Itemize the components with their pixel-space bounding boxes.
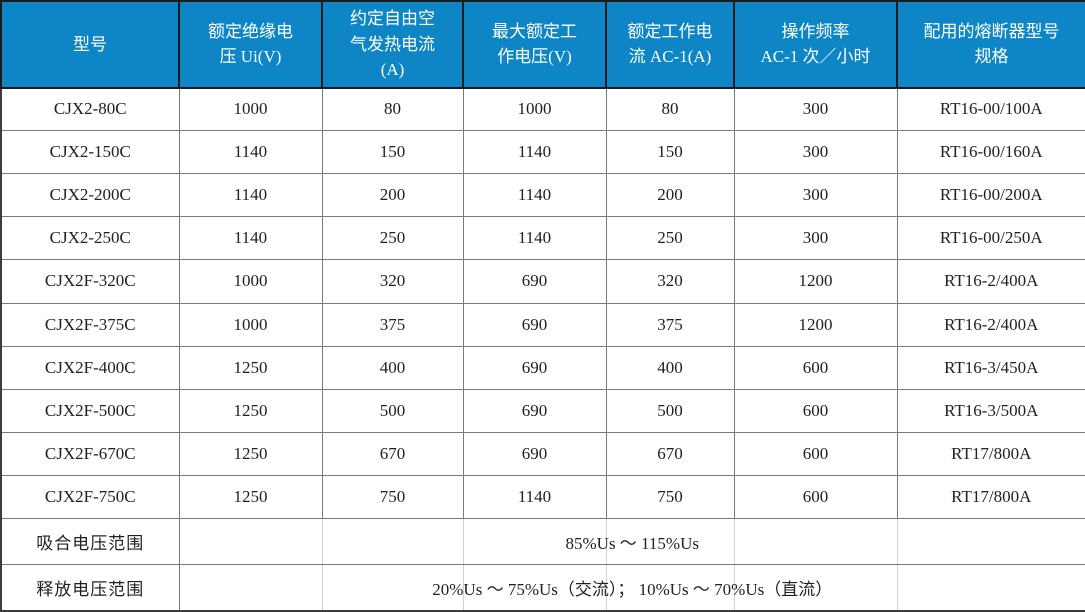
pickup-voltage-label: 吸合电压范围 bbox=[0, 518, 180, 566]
value-cell: RT16-3/500A bbox=[896, 388, 1085, 433]
table-row: CJX2F-670C 1250 670 690 670 600 RT17/800A bbox=[0, 431, 1085, 476]
value-cell: 400 bbox=[321, 345, 464, 390]
value-cell: 690 bbox=[462, 259, 607, 304]
value-cell: 150 bbox=[605, 130, 735, 175]
model-cell: CJX2-200C bbox=[0, 173, 180, 218]
value-cell: 200 bbox=[321, 173, 464, 218]
value-cell: 150 bbox=[321, 130, 464, 175]
column-header: 配用的熔断器型号 规格 bbox=[896, 0, 1085, 89]
value-cell: 1250 bbox=[178, 388, 323, 433]
value-cell: 600 bbox=[733, 388, 898, 433]
value-cell: 500 bbox=[605, 388, 735, 433]
model-cell: CJX2F-375C bbox=[0, 302, 180, 347]
value-cell: 1000 bbox=[178, 259, 323, 304]
table-row: CJX2-200C 1140 200 1140 200 300 RT16-00/200A bbox=[0, 173, 1085, 218]
column-header: 操作频率 AC-1 次／小时 bbox=[733, 0, 898, 89]
model-cell: CJX2F-500C bbox=[0, 388, 180, 433]
release-voltage-row: 释放电压范围 20%Us ～ 75%Us（交流）； 10%Us ～ 70%Us（… bbox=[0, 564, 1085, 612]
value-cell: 400 bbox=[605, 345, 735, 390]
value-cell: 1140 bbox=[462, 130, 607, 175]
value-cell: RT16-00/200A bbox=[896, 173, 1085, 218]
table-row: CJX2-250C 1140 250 1140 250 300 RT16-00/250A bbox=[0, 216, 1085, 261]
value-cell: 200 bbox=[605, 173, 735, 218]
pickup-voltage-row: 吸合电压范围 85%Us ～ 115%Us bbox=[0, 518, 1085, 566]
model-cell: CJX2F-400C bbox=[0, 345, 180, 390]
column-header: 约定自由空 气发热电流 (A) bbox=[321, 0, 464, 89]
model-cell: CJX2-150C bbox=[0, 130, 180, 175]
value-cell: 690 bbox=[462, 345, 607, 390]
release-voltage-label: 释放电压范围 bbox=[0, 564, 180, 612]
value-cell: 320 bbox=[605, 259, 735, 304]
value-cell: 1000 bbox=[178, 86, 323, 132]
table-row: CJX2F-750C 1250 750 1140 750 600 RT17/800A bbox=[0, 474, 1085, 520]
value-cell: RT17/800A bbox=[896, 431, 1085, 476]
value-cell: 1140 bbox=[178, 130, 323, 175]
value-cell: 1140 bbox=[462, 173, 607, 218]
value-cell: 250 bbox=[605, 216, 735, 261]
value-cell: 80 bbox=[605, 86, 735, 132]
value-cell: RT16-00/100A bbox=[896, 86, 1085, 132]
value-cell: 1250 bbox=[178, 474, 323, 520]
header-row: 型号 额定绝缘电 压 Ui(V) 约定自由空 气发热电流 (A) 最大额定工 作电压(… bbox=[0, 0, 1085, 89]
value-cell: 1000 bbox=[462, 86, 607, 132]
value-cell: 600 bbox=[733, 345, 898, 390]
value-cell: 1250 bbox=[178, 431, 323, 476]
table-row: CJX2F-320C 1000 320 690 320 1200 RT16-2/400A bbox=[0, 259, 1085, 304]
value-cell: RT16-00/160A bbox=[896, 130, 1085, 175]
value-cell: 1140 bbox=[178, 173, 323, 218]
value-cell: 500 bbox=[321, 388, 464, 433]
value-cell: 1200 bbox=[733, 302, 898, 347]
value-cell: 80 bbox=[321, 86, 464, 132]
value-cell: 670 bbox=[321, 431, 464, 476]
value-cell: 690 bbox=[462, 302, 607, 347]
value-cell: 300 bbox=[733, 216, 898, 261]
value-cell: 300 bbox=[733, 86, 898, 132]
value-cell: 750 bbox=[321, 474, 464, 520]
value-cell: 750 bbox=[605, 474, 735, 520]
value-cell: 375 bbox=[321, 302, 464, 347]
value-cell: 1000 bbox=[178, 302, 323, 347]
value-cell: 250 bbox=[321, 216, 464, 261]
column-header: 型号 bbox=[0, 0, 180, 89]
model-cell: CJX2F-670C bbox=[0, 431, 180, 476]
value-cell: 320 bbox=[321, 259, 464, 304]
table-row: CJX2F-500C 1250 500 690 500 600 RT16-3/500A bbox=[0, 388, 1085, 433]
value-cell: 1250 bbox=[178, 345, 323, 390]
value-cell: 1140 bbox=[178, 216, 323, 261]
table-row: CJX2-150C 1140 150 1140 150 300 RT16-00/160A bbox=[0, 130, 1085, 175]
value-cell: 300 bbox=[733, 173, 898, 218]
table-row: CJX2-80C 1000 80 1000 80 300 RT16-00/100A bbox=[0, 86, 1085, 132]
model-cell: CJX2-250C bbox=[0, 216, 180, 261]
value-cell: 600 bbox=[733, 431, 898, 476]
value-cell: RT16-2/400A bbox=[896, 302, 1085, 347]
model-cell: CJX2-80C bbox=[0, 86, 180, 132]
value-cell: 375 bbox=[605, 302, 735, 347]
value-cell: 1140 bbox=[462, 216, 607, 261]
model-cell: CJX2F-750C bbox=[0, 474, 180, 520]
table-row: CJX2F-400C 1250 400 690 400 600 RT16-3/450A bbox=[0, 345, 1085, 390]
value-cell: 690 bbox=[462, 388, 607, 433]
value-cell: 300 bbox=[733, 130, 898, 175]
value-cell: RT17/800A bbox=[896, 474, 1085, 520]
value-cell: 1140 bbox=[462, 474, 607, 520]
column-header: 最大额定工 作电压(V) bbox=[462, 0, 607, 89]
value-cell: RT16-2/400A bbox=[896, 259, 1085, 304]
release-voltage-value: 20%Us ～ 75%Us（交流）； 10%Us ～ 70%Us（直流） bbox=[178, 564, 1085, 612]
value-cell: 1200 bbox=[733, 259, 898, 304]
pickup-voltage-value: 85%Us ～ 115%Us bbox=[178, 518, 1085, 566]
value-cell: RT16-3/450A bbox=[896, 345, 1085, 390]
value-cell: RT16-00/250A bbox=[896, 216, 1085, 261]
value-cell: 600 bbox=[733, 474, 898, 520]
column-header: 额定绝缘电 压 Ui(V) bbox=[178, 0, 323, 89]
value-cell: 690 bbox=[462, 431, 607, 476]
value-cell: 670 bbox=[605, 431, 735, 476]
table-row: CJX2F-375C 1000 375 690 375 1200 RT16-2/400A bbox=[0, 302, 1085, 347]
column-header: 额定工作电 流 AC-1(A) bbox=[605, 0, 735, 89]
model-cell: CJX2F-320C bbox=[0, 259, 180, 304]
